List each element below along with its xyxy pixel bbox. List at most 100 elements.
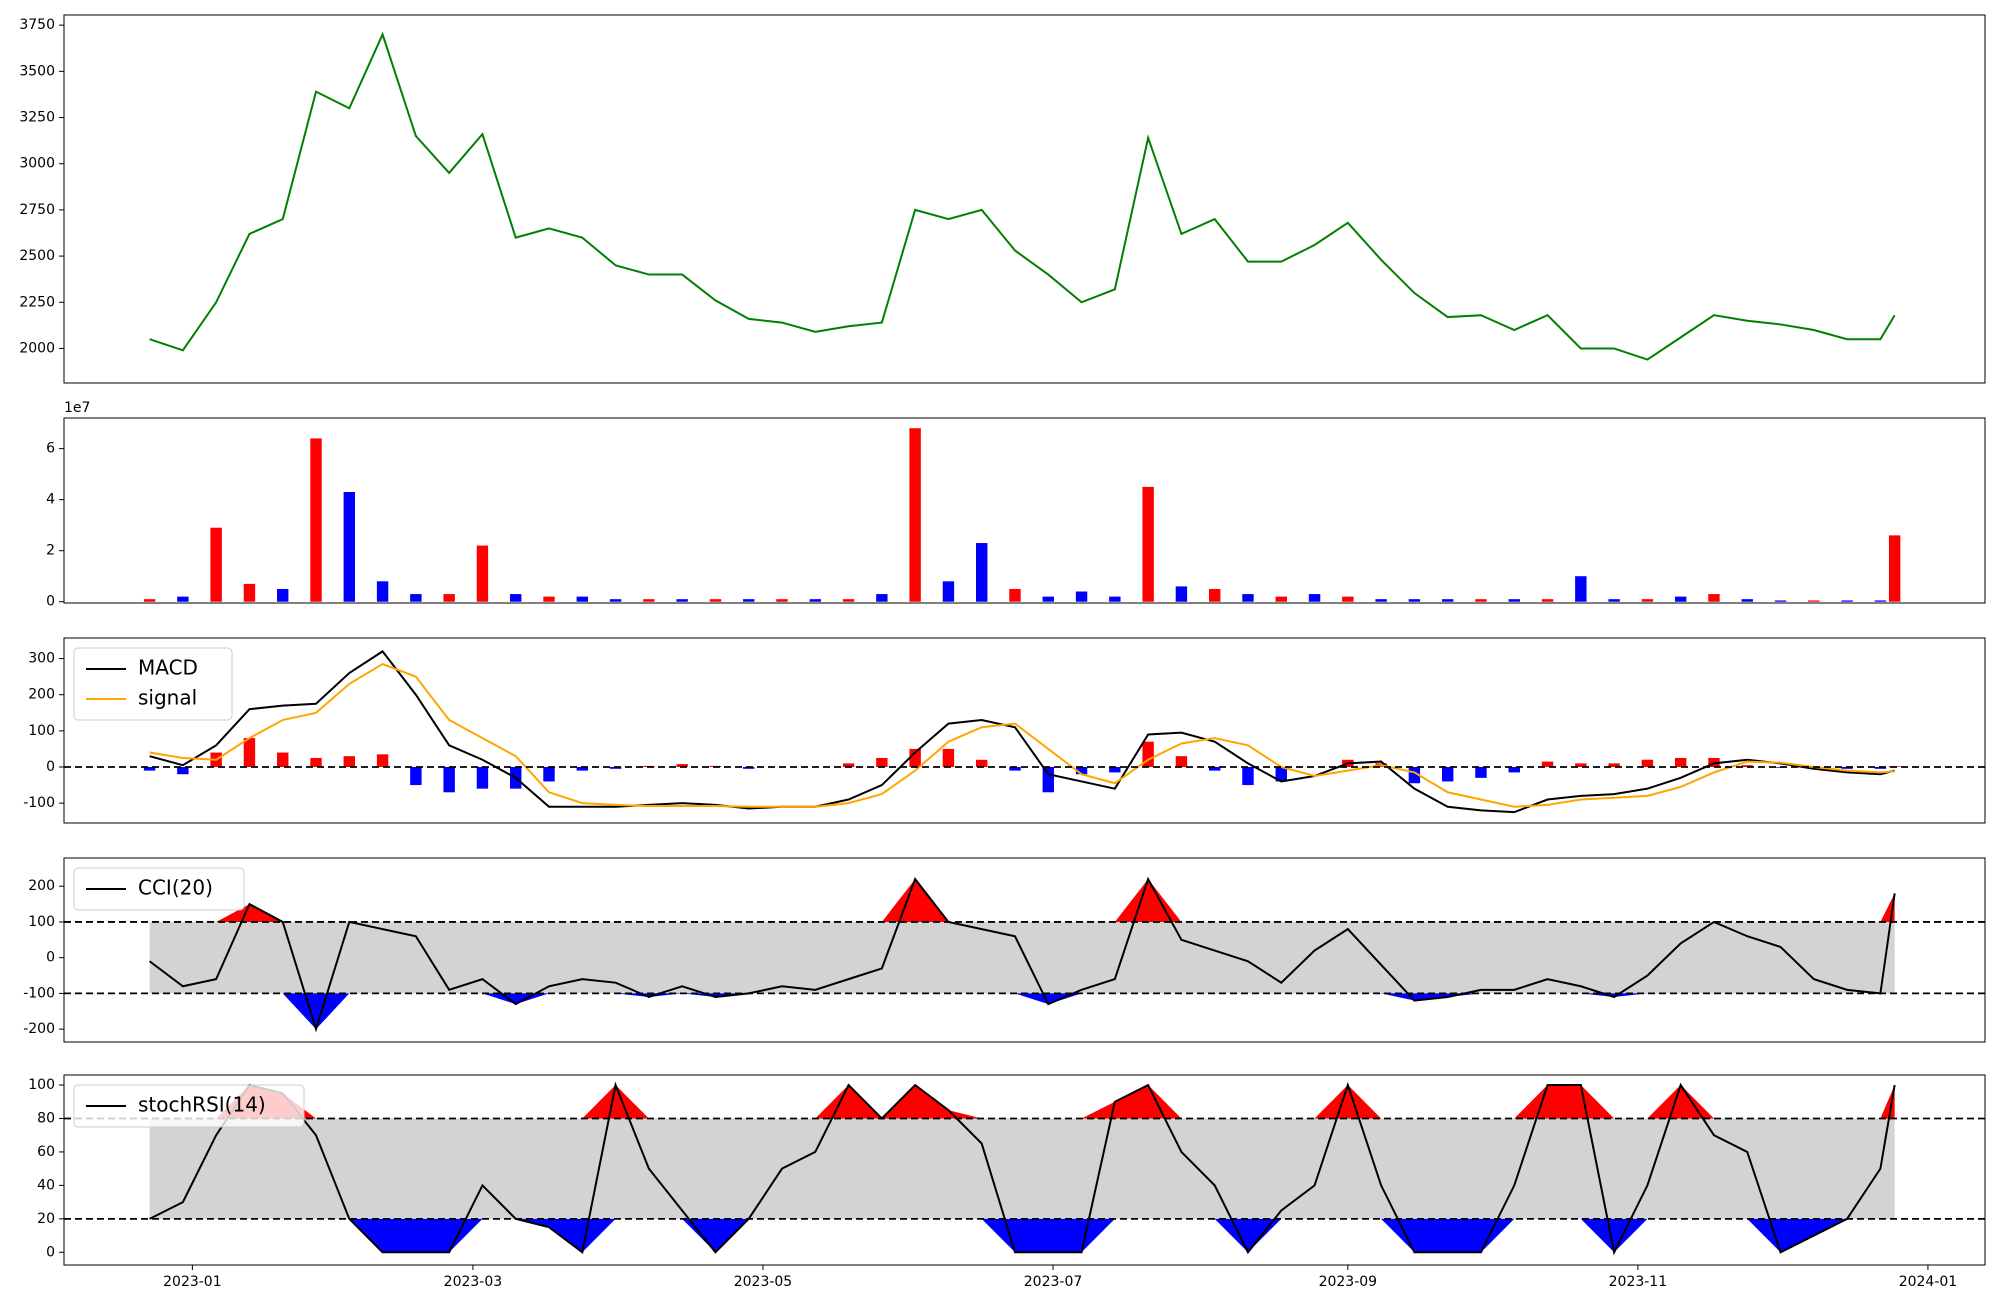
volume-bar — [310, 438, 322, 602]
legend-label: signal — [138, 686, 197, 710]
volume-bar — [776, 599, 788, 602]
x-tick-label: 2023-05 — [734, 1274, 793, 1290]
y-tick-label: 3500 — [19, 63, 55, 79]
histogram-bar — [410, 766, 422, 786]
volume-bar — [609, 599, 622, 602]
volume-bar — [1608, 599, 1620, 602]
volume-bar — [1142, 486, 1154, 602]
y-tick-label: 300 — [28, 651, 55, 667]
volume-bar — [842, 599, 855, 602]
y-tick-label: -200 — [23, 1021, 55, 1037]
plot-frame — [63, 417, 1986, 604]
histogram-bar — [1075, 766, 1088, 775]
histogram-bar — [1674, 757, 1687, 767]
volume-bar — [443, 594, 455, 602]
histogram-bar — [975, 759, 988, 767]
histogram-bar — [1508, 766, 1520, 773]
histogram-bar — [576, 766, 588, 771]
legend-box — [73, 647, 233, 721]
plot-frame — [63, 637, 1986, 824]
y-tick-label: 100 — [28, 914, 55, 930]
volume-bar — [1009, 588, 1021, 602]
y-tick-label: 2000 — [19, 340, 55, 356]
volume-bar — [410, 594, 422, 602]
volume-bar — [1242, 594, 1254, 602]
histogram-bar — [1275, 766, 1287, 782]
oversold-fill — [149, 993, 1895, 1030]
histogram-bar — [1608, 763, 1620, 767]
histogram-bar — [1841, 766, 1853, 769]
series-line — [149, 662, 1895, 808]
y-tick-label: 0 — [46, 950, 55, 966]
volume-bar — [1042, 596, 1054, 602]
x-tick-label: 2023-11 — [1609, 1274, 1668, 1290]
y-tick-label: 200 — [28, 878, 55, 894]
histogram-bar — [177, 766, 189, 775]
histogram-bar — [543, 766, 555, 782]
volume-bar — [177, 596, 189, 602]
histogram-bar — [1109, 766, 1121, 773]
volume-bar — [1208, 588, 1221, 602]
y-tick-label: 60 — [37, 1144, 55, 1160]
volume-bar — [1075, 591, 1088, 602]
histogram-bar — [443, 766, 455, 793]
x-tick-label: 2023-01 — [163, 1274, 222, 1290]
plot-frame — [63, 14, 1986, 384]
volume-bar — [1475, 599, 1487, 602]
y-tick-label: 6 — [46, 441, 55, 457]
neutral-band — [149, 1118, 1895, 1219]
volume-bar — [243, 583, 256, 602]
histogram-bar — [1641, 759, 1654, 767]
histogram-bar — [609, 766, 622, 769]
histogram-bar — [277, 752, 289, 767]
legend-label: stochRSI(14) — [138, 1093, 266, 1117]
histogram-bar — [1575, 763, 1587, 767]
series-line — [149, 31, 1896, 361]
y-tick-label: 3000 — [19, 156, 55, 172]
volume-bar — [1641, 599, 1654, 602]
volume-bar — [543, 596, 555, 602]
histogram-bar — [1009, 766, 1021, 771]
volume-bar — [1575, 576, 1587, 602]
y-tick-label: 2 — [46, 543, 55, 559]
series-line — [149, 1081, 1896, 1256]
histogram-bar — [476, 766, 489, 789]
x-tick-label: 2024-01 — [1899, 1274, 1958, 1290]
histogram-bar — [876, 757, 888, 767]
volume-bar — [975, 543, 988, 602]
histogram-bar — [243, 738, 256, 767]
plot-frame — [63, 1074, 1986, 1266]
histogram-bar — [1242, 766, 1254, 786]
neutral-band — [149, 921, 1895, 994]
y-tick-label: 2250 — [19, 294, 55, 310]
histogram-bar — [1142, 741, 1154, 767]
y-tick-label: 80 — [37, 1110, 55, 1126]
x-tick-label: 2023-09 — [1319, 1274, 1378, 1290]
histogram-bar — [143, 766, 156, 771]
overbought-fill — [149, 1085, 1895, 1119]
y-tick-label: 100 — [28, 723, 55, 739]
histogram-bar — [743, 766, 755, 769]
y-tick-label: 4 — [46, 492, 55, 508]
volume-bar — [1408, 599, 1421, 602]
y-tick-label: 2750 — [19, 202, 55, 218]
histogram-bar — [1741, 765, 1753, 767]
histogram-bar — [1874, 766, 1887, 769]
volume-bar — [576, 596, 588, 602]
histogram-bar — [1441, 766, 1454, 782]
y-tick-label: 3250 — [19, 110, 55, 126]
y-tick-label: 100 — [28, 1077, 55, 1093]
volume-bar — [1708, 594, 1720, 602]
volume-bar — [1888, 535, 1901, 602]
volume-bar — [1308, 594, 1321, 602]
volume-bar — [1109, 596, 1121, 602]
volume-bar — [143, 599, 156, 602]
volume-bar — [1808, 600, 1820, 602]
histogram-bar — [1408, 766, 1421, 784]
y-tick-label: 40 — [37, 1177, 55, 1193]
y-tick-label: 20 — [37, 1211, 55, 1227]
series-line — [149, 650, 1895, 814]
volume-bar — [476, 545, 489, 602]
volume-bar — [210, 527, 222, 602]
histogram-bar — [1208, 766, 1221, 771]
